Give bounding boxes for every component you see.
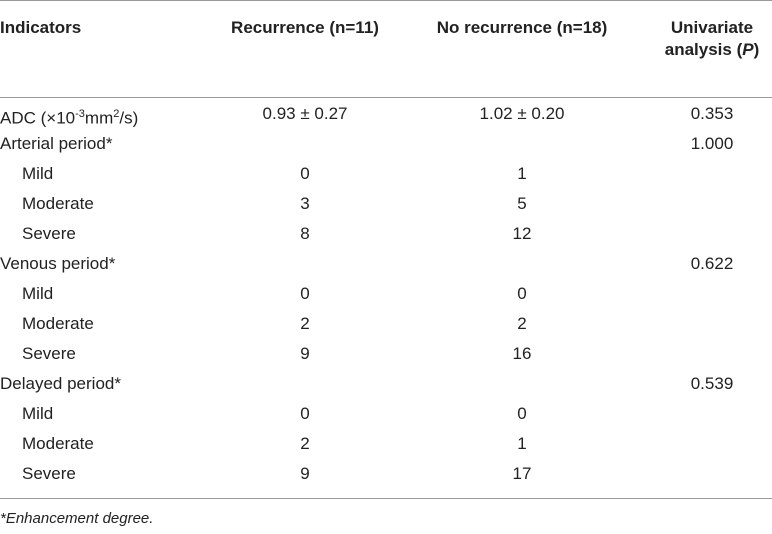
text-run: 2	[113, 108, 120, 120]
header-cell: No recurrence (n=18)	[436, 18, 608, 37]
header-cell: Univariate analysis (P)	[665, 17, 760, 61]
header-cell: Recurrence (n=11)	[231, 18, 379, 37]
text-run: )	[753, 40, 760, 59]
bottom-rule	[0, 498, 772, 499]
cell: 0.539	[690, 374, 734, 393]
cell: 5	[517, 194, 527, 213]
cell: 9	[300, 464, 310, 483]
cell: 2	[517, 314, 527, 333]
cell: 2	[300, 434, 310, 453]
header-rule	[0, 97, 772, 98]
text-run: ADC (×10	[0, 108, 76, 128]
text-run: Univariate	[670, 18, 754, 37]
row-label: Moderate	[22, 314, 94, 333]
cell: 0	[300, 164, 310, 183]
row-label: Mild	[22, 404, 54, 423]
row-label: Moderate	[22, 434, 94, 453]
cell: 1.000	[690, 134, 734, 153]
footnote: *Enhancement degree.	[0, 510, 154, 527]
cell: 0	[300, 404, 310, 423]
cell: 0	[300, 284, 310, 303]
text-run: -3	[75, 108, 85, 120]
row-label: Delayed period*	[0, 374, 121, 393]
cell: 0.622	[690, 254, 734, 273]
text-run: /s)	[119, 108, 139, 128]
cell: 1	[517, 164, 527, 183]
row-label: Severe	[22, 464, 76, 483]
row-label: Moderate	[22, 194, 94, 213]
cell: 8	[300, 224, 310, 243]
cell: 16	[512, 344, 532, 363]
row-label: Mild	[22, 164, 54, 183]
row-label: Arterial period*	[0, 134, 113, 153]
cell: 0.353	[690, 104, 734, 123]
top-rule	[0, 0, 772, 1]
cell: 3	[300, 194, 310, 213]
cell: 1	[517, 434, 527, 453]
row-label: ADC (×10-3mm2/s)	[0, 103, 138, 130]
row-label: Severe	[22, 344, 76, 363]
cell: 0	[517, 284, 527, 303]
text-run: analysis (	[664, 40, 743, 59]
cell: 12	[512, 224, 532, 243]
cell: 1.02 ± 0.20	[479, 104, 565, 123]
cell: 17	[512, 464, 532, 483]
cell: 9	[300, 344, 310, 363]
text-run: mm	[84, 108, 114, 128]
header-cell: Indicators	[0, 18, 82, 37]
row-label: Mild	[22, 284, 54, 303]
text-run: P	[742, 40, 754, 59]
cell: 0.93 ± 0.27	[262, 104, 348, 123]
row-label: Venous period*	[0, 254, 116, 273]
cell: 2	[300, 314, 310, 333]
cell: 0	[517, 404, 527, 423]
row-label: Severe	[22, 224, 76, 243]
